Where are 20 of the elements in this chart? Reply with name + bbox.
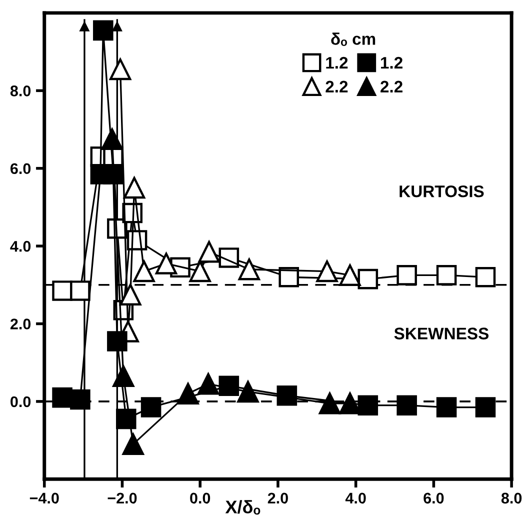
x-tick-label: 4.0 [345, 492, 366, 504]
legend-title: δₒ cm [331, 32, 376, 46]
legend-label: 1.2 [381, 56, 402, 69]
annotation: SKEWNESS [394, 328, 489, 340]
x-axis-title: X/δₒ [225, 500, 260, 515]
legend-label: 1.2 [326, 56, 348, 69]
x-tick-label: 6.0 [424, 492, 444, 504]
x-tick-label: −2.0 [108, 492, 137, 504]
x-tick-label: −4.0 [30, 492, 59, 504]
legend-label: 2.2 [326, 80, 348, 92]
y-tick-label: 0.0 [10, 396, 31, 408]
x-tick-label: 0.0 [190, 492, 210, 504]
y-tick-label: 6.0 [10, 163, 31, 174]
legend-label: 2.2 [380, 80, 402, 92]
x-tick-label: 8.0 [501, 492, 522, 504]
y-tick-label: 4.0 [10, 240, 31, 252]
x-tick-label: 2.0 [268, 492, 288, 504]
annotation: KURTOSIS [400, 185, 484, 198]
y-tick-label: 2.0 [10, 318, 31, 330]
y-tick-label: 8.0 [10, 86, 31, 96]
